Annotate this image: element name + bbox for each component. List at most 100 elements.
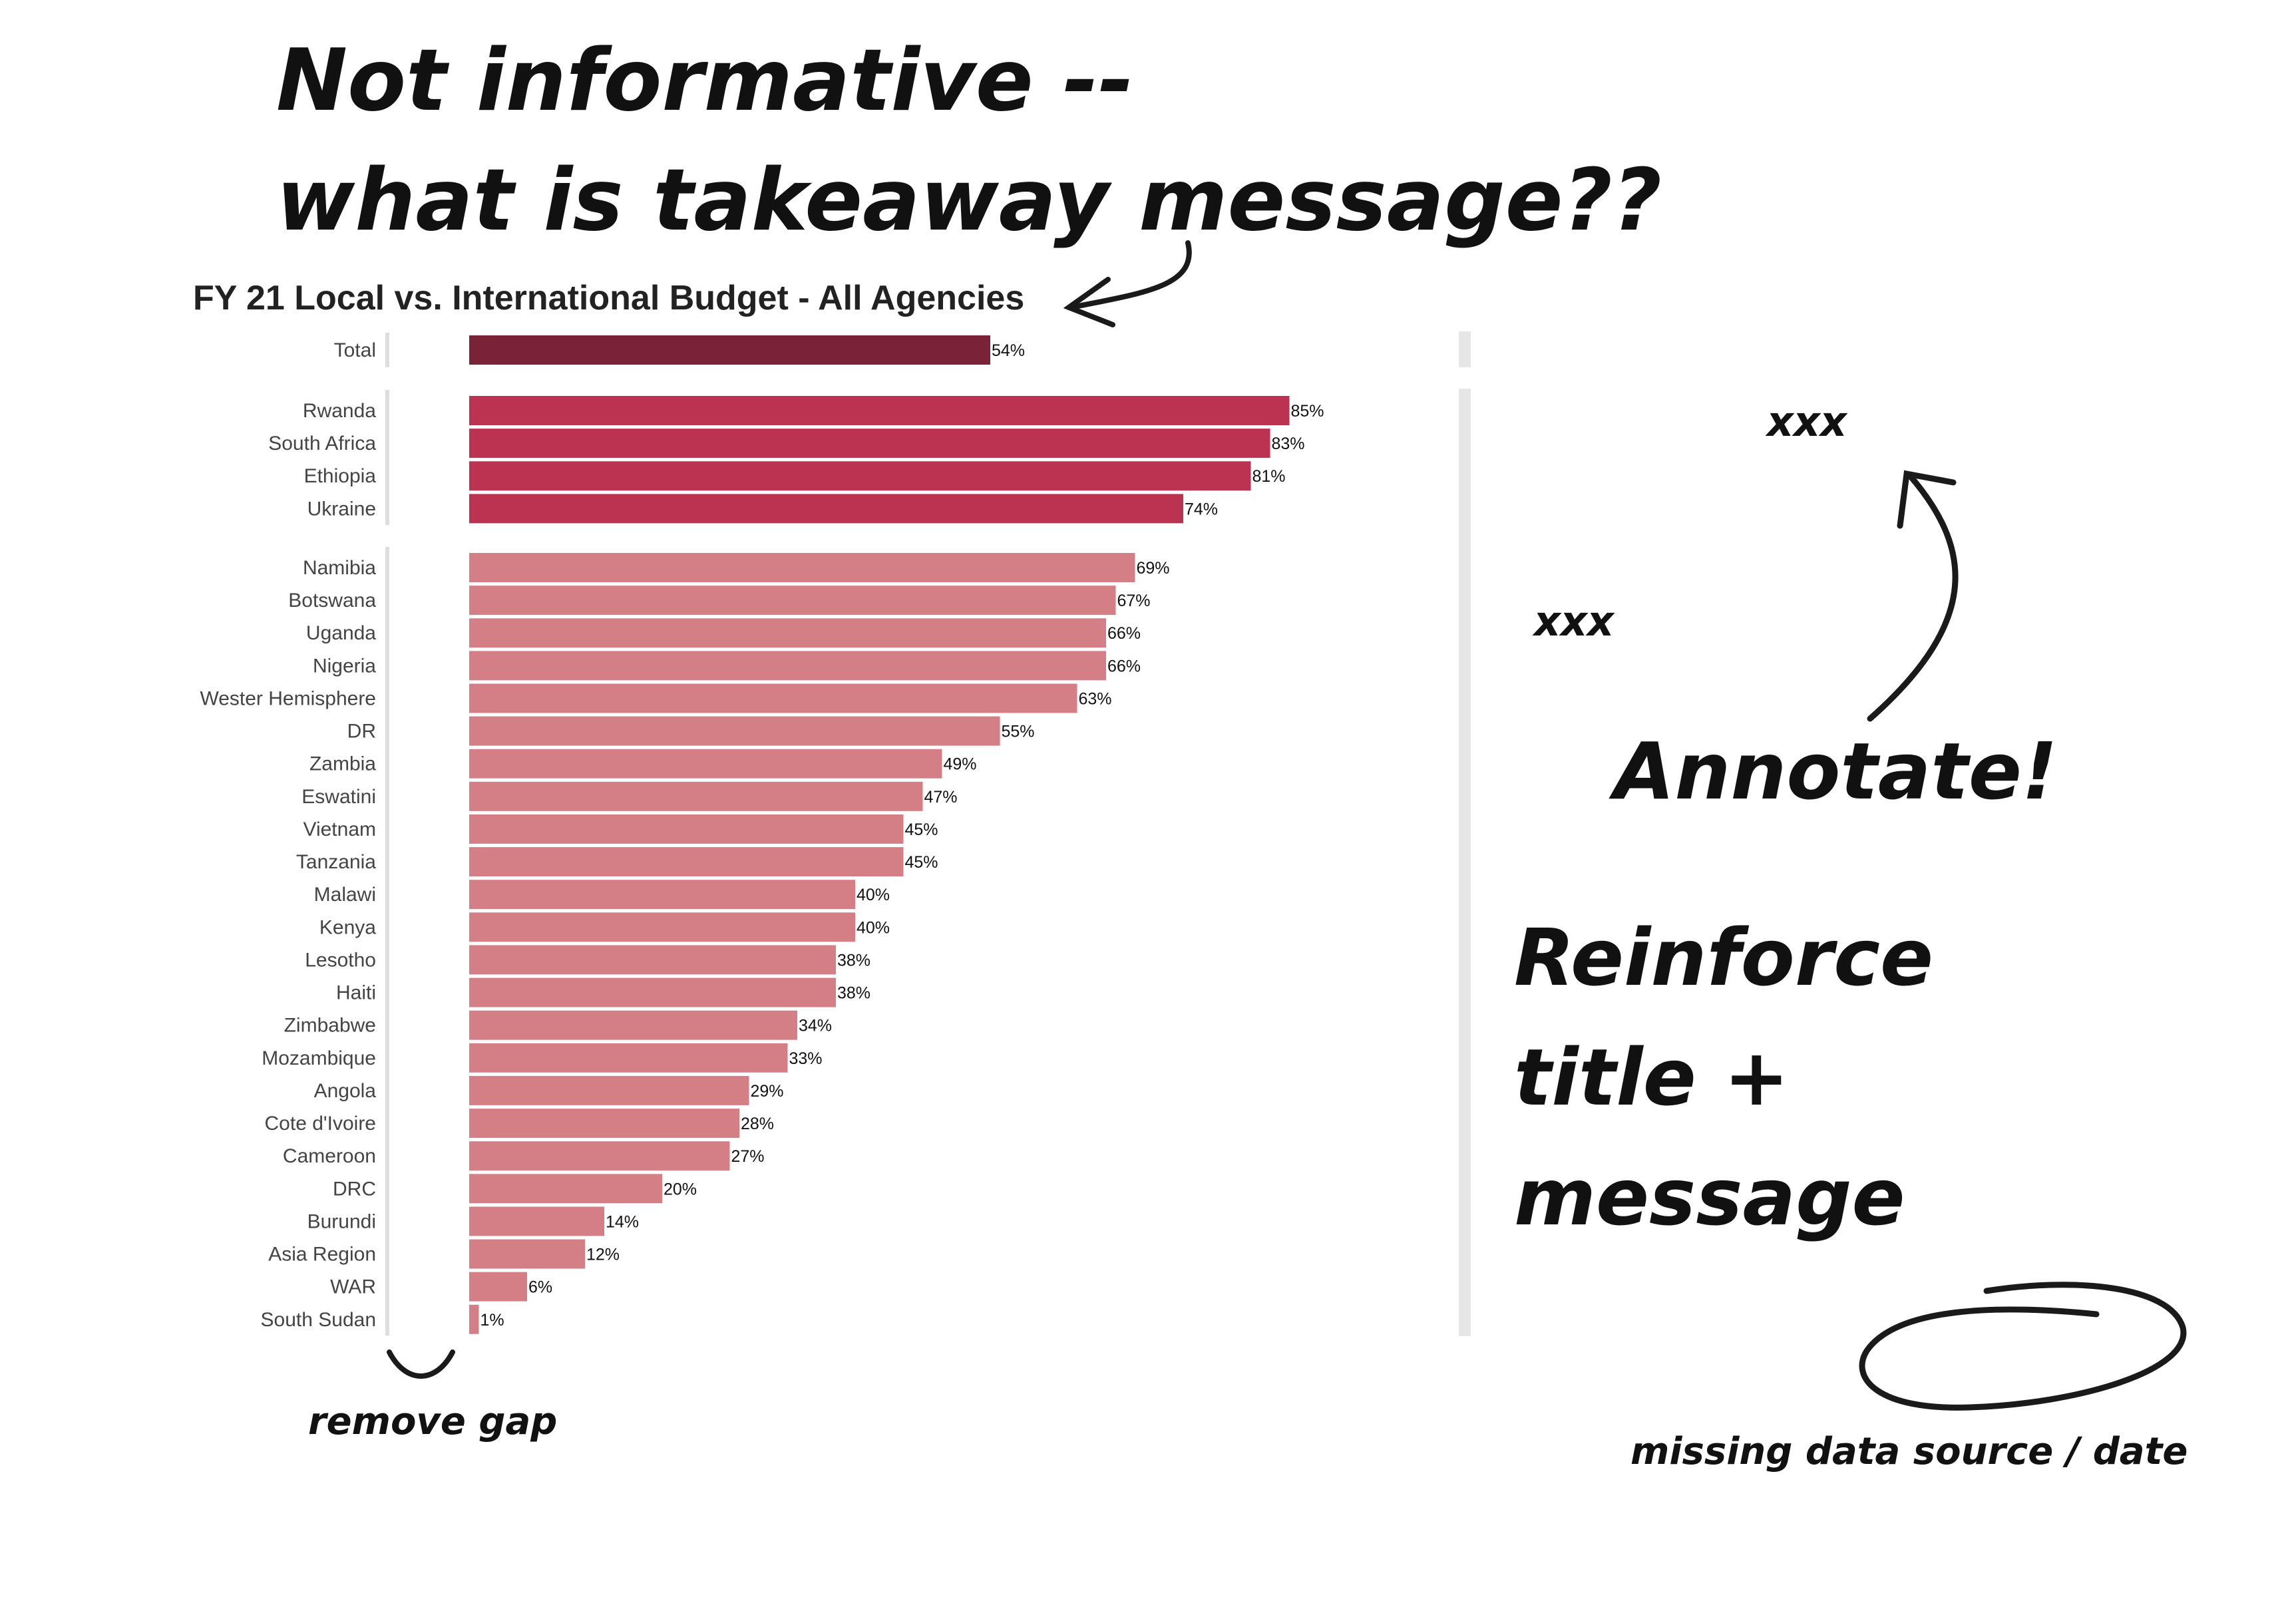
value-label: 83% xyxy=(1272,435,1305,453)
arrow-to-title-icon xyxy=(1063,240,1192,327)
value-label: 28% xyxy=(741,1115,774,1133)
chart-title: FY 21 Local vs. International Budget - A… xyxy=(193,279,1024,317)
category-label: Mozambique xyxy=(262,1047,376,1069)
value-label: 38% xyxy=(837,951,870,970)
reference-band-total xyxy=(1459,331,1471,367)
bar-namibia xyxy=(469,553,1135,582)
category-label: Kenya xyxy=(319,916,376,938)
missing-source-note: missing data source / date xyxy=(1630,1430,2188,1473)
value-label: 69% xyxy=(1137,559,1170,578)
value-label: 1% xyxy=(480,1311,504,1330)
value-label: 40% xyxy=(857,918,890,937)
bar-war xyxy=(469,1272,527,1302)
category-label: Zambia xyxy=(309,753,376,775)
category-label: DRC xyxy=(333,1178,376,1200)
reference-band xyxy=(1459,331,1471,1336)
value-label: 34% xyxy=(799,1017,832,1035)
bar-wester-hemisphere xyxy=(469,683,1077,713)
bar-zimbabwe xyxy=(469,1010,797,1040)
value-label: 27% xyxy=(731,1147,765,1166)
bars-layer: Total 54% Rwanda 85% South Africa 83% Ethiopia… xyxy=(200,335,1324,1334)
value-label: 33% xyxy=(789,1049,823,1068)
value-label: 85% xyxy=(1291,402,1324,421)
bar-burundi xyxy=(469,1206,604,1236)
bar-cameroon xyxy=(469,1141,730,1171)
separator-total xyxy=(385,333,389,367)
category-label: Cameroon xyxy=(283,1145,376,1167)
category-label: Vietnam xyxy=(303,818,376,840)
reinforce-callout-line3: message xyxy=(1514,1151,1905,1243)
value-label: 49% xyxy=(944,755,977,774)
category-label: Asia Region xyxy=(268,1244,376,1266)
bar-vietnam xyxy=(469,814,904,844)
category-label: WAR xyxy=(330,1276,376,1298)
reinforce-callout-line2: title + xyxy=(1514,1031,1790,1123)
value-label: 12% xyxy=(586,1246,620,1264)
bar-drc xyxy=(469,1174,662,1204)
bar-mozambique xyxy=(469,1043,788,1073)
value-label: 38% xyxy=(837,984,870,1003)
xxx-annotation-top: xxx xyxy=(1765,397,1848,446)
category-label: Tanzania xyxy=(296,851,376,873)
bar-asia-region xyxy=(469,1239,585,1269)
bar-eswatini xyxy=(469,781,923,811)
value-label: 14% xyxy=(606,1212,639,1231)
category-label: Total xyxy=(334,339,376,361)
bar-rwanda xyxy=(469,396,1290,425)
value-label: 20% xyxy=(664,1180,697,1198)
value-label: 63% xyxy=(1079,689,1112,708)
category-label: Nigeria xyxy=(313,655,376,677)
bar-dr xyxy=(469,716,1000,746)
value-label: 81% xyxy=(1252,467,1286,486)
remove-gap-note: remove gap xyxy=(308,1400,557,1443)
value-label: 74% xyxy=(1185,500,1218,518)
value-label: 54% xyxy=(992,341,1025,360)
value-label: 45% xyxy=(905,853,938,872)
category-label: Zimbabwe xyxy=(284,1015,376,1037)
value-label: 6% xyxy=(528,1278,552,1297)
category-label: Botswana xyxy=(288,590,376,612)
annotate-callout: Annotate! xyxy=(1609,725,2058,817)
value-label: 55% xyxy=(1002,723,1035,741)
bar-south-africa xyxy=(469,429,1270,458)
bar-malawi xyxy=(469,880,855,910)
gap-bracket-icon xyxy=(387,1349,455,1379)
bar-tanzania xyxy=(469,847,904,877)
bar-kenya xyxy=(469,912,855,942)
category-label: Burundi xyxy=(307,1210,376,1232)
headline-critique-line1: Not informative -- xyxy=(276,31,1133,130)
bar-total xyxy=(469,335,990,365)
value-label: 66% xyxy=(1107,657,1141,675)
value-label: 45% xyxy=(905,820,938,839)
curved-arrow-icon xyxy=(1867,470,1959,722)
bar-cote-d-ivoire xyxy=(469,1109,739,1139)
bar-uganda xyxy=(469,618,1106,648)
value-label: 40% xyxy=(857,886,890,904)
bar-botswana xyxy=(469,586,1116,616)
separator-rest xyxy=(385,547,389,1335)
category-label: Lesotho xyxy=(305,949,376,971)
loop-doodle-icon xyxy=(1859,1282,2187,1411)
category-label: Malawi xyxy=(314,884,376,906)
category-label: Ukraine xyxy=(307,498,376,520)
xxx-annotation-mid: xxx xyxy=(1532,597,1615,645)
reinforce-callout-line1: Reinforce xyxy=(1514,912,1933,1003)
category-label: South Africa xyxy=(268,433,376,454)
value-label: 67% xyxy=(1117,592,1151,610)
category-label: Haiti xyxy=(336,982,376,1004)
category-label: Uganda xyxy=(306,622,376,644)
bar-ethiopia xyxy=(469,461,1251,491)
category-label: Rwanda xyxy=(303,400,376,422)
category-label: Cote d'Ivoire xyxy=(265,1113,376,1135)
category-label: Ethiopia xyxy=(304,465,377,487)
category-label: Wester Hemisphere xyxy=(200,687,376,709)
bar-lesotho xyxy=(469,945,836,975)
bar-angola xyxy=(469,1075,749,1105)
value-label: 47% xyxy=(924,788,958,806)
bar-nigeria xyxy=(469,651,1106,681)
value-label: 66% xyxy=(1107,624,1141,643)
category-label: Angola xyxy=(314,1080,377,1102)
category-label: Namibia xyxy=(303,557,376,579)
